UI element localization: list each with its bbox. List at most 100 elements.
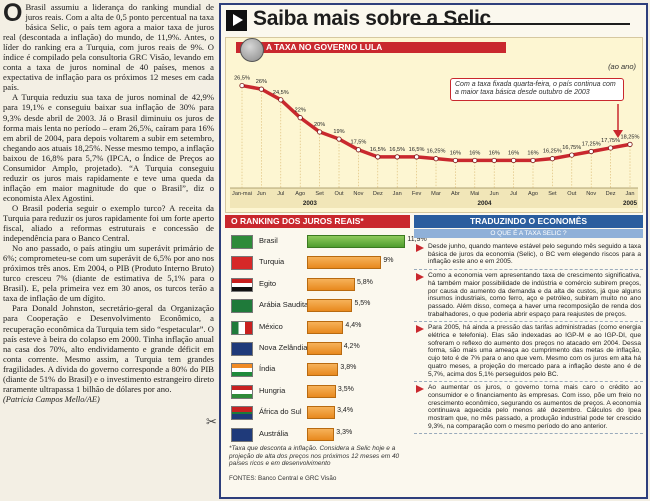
data-point	[355, 147, 361, 153]
data-point	[510, 157, 517, 164]
month-tick-label: Ago	[528, 191, 538, 197]
data-label: 16,25%	[543, 149, 562, 155]
traduzindo-item: Ao aumentar os juros, o governo torna ma…	[414, 382, 643, 435]
month-tick-label: Jul	[510, 191, 517, 197]
rate-value: 11,9%	[407, 236, 427, 243]
data-point	[258, 86, 265, 92]
chart-note: Com a taxa fixada quarta-feira, o país c…	[450, 78, 624, 101]
country-name: Índia	[259, 364, 276, 374]
data-point	[452, 157, 458, 164]
data-point	[297, 115, 303, 121]
chart-unit-label: (ao ano)	[608, 62, 636, 71]
ranking-row: Austrália 3,3%	[225, 425, 410, 446]
traduzindo-item: Para 2005, há ainda a pressão das tarifa…	[414, 322, 643, 383]
ranking-row: Hungria 3,5%	[225, 382, 410, 403]
data-point	[569, 152, 575, 158]
ranking-row: México 4,4%	[225, 318, 410, 339]
news-article: O Brasil assumiu a liderança do ranking m…	[3, 2, 214, 499]
year-label: 2003	[303, 200, 318, 207]
traduzindo-text: Como a economia vem apresentando taxa de…	[428, 272, 641, 318]
data-label: 16,5%	[370, 147, 386, 153]
month-tick-label: Ago	[295, 191, 305, 197]
infographic-title: Saiba mais sobre a Selic	[253, 7, 491, 30]
rate-value: 9%	[383, 257, 394, 265]
flag-icon	[231, 320, 253, 335]
rate-bar	[307, 320, 344, 334]
month-tick-label: Set	[315, 191, 324, 197]
data-label: 22%	[295, 108, 306, 114]
bar-track	[307, 320, 369, 334]
data-point	[472, 157, 478, 164]
data-label: 19%	[333, 129, 344, 135]
ranking-row: Egito 5,8%	[225, 275, 410, 296]
month-tick-label: Fev	[412, 191, 422, 197]
article-paragraph: No ano passado, o país atingiu um superá…	[3, 243, 214, 304]
flag-icon	[231, 384, 253, 399]
arrow-icon	[416, 244, 424, 252]
data-point	[627, 141, 633, 147]
rate-bar	[307, 363, 339, 377]
rate-bar	[307, 427, 335, 441]
play-icon	[226, 10, 247, 31]
ranking-row: Arábia Saudita 5,5%	[225, 296, 410, 317]
month-tick-label: Abr	[451, 191, 460, 197]
bar-track	[307, 406, 369, 420]
country-name: Brasil	[259, 236, 278, 245]
rate-value: 3,3%	[336, 428, 353, 436]
data-label: 16,75%	[562, 145, 581, 151]
ranking-row: Nova Zelândia 4,2%	[225, 339, 410, 360]
data-point	[433, 156, 439, 162]
data-label: 26%	[256, 79, 267, 85]
data-label: 16%	[469, 150, 480, 156]
data-label: 16%	[508, 150, 519, 156]
data-label: 16,5%	[409, 147, 425, 153]
rate-value: 3,5%	[337, 385, 354, 393]
data-label: 16%	[450, 150, 461, 156]
data-label: 16,25%	[427, 149, 446, 155]
bar-track	[307, 384, 369, 398]
rate-bar	[307, 299, 353, 313]
data-label: 17,5%	[350, 140, 366, 146]
month-tick-label: Nov	[586, 191, 596, 197]
month-tick-label: Nov	[353, 191, 363, 197]
rate-value: 5,8%	[356, 278, 373, 286]
ranking-row: Turquia 9%	[225, 253, 410, 274]
bar-track	[307, 299, 369, 313]
data-label: 16%	[527, 150, 538, 156]
data-point	[239, 82, 245, 89]
rate-bar	[307, 256, 382, 270]
country-name: Arábia Saudita	[259, 300, 309, 310]
note-arrow-head	[613, 130, 623, 138]
coin-icon	[240, 38, 264, 62]
traduzindo-title: TRADUZINDO O ECONOMÊS	[414, 215, 643, 228]
data-point	[549, 156, 555, 162]
traduzindo-item: Desde junho, quando manteve estável pelo…	[414, 241, 643, 271]
rate-value: 3,4%	[337, 407, 354, 415]
data-point	[375, 154, 381, 160]
month-tick-label: Out	[567, 191, 576, 197]
infographic: Saiba mais sobre a Selic 26,5% 26% 24,5% 22…	[219, 3, 648, 499]
month-tick-label: Dez	[373, 191, 383, 197]
traduzindo-item: Como a economia vem apresentando taxa de…	[414, 270, 643, 323]
data-point	[317, 129, 323, 135]
chart-canvas: 26,5%26%24,5%22%20%19%17,5%16,5% 16,5% 16,…	[230, 76, 640, 208]
traduzindo-text: Desde junho, quando manteve estável pelo…	[428, 243, 641, 266]
country-name: Austrália	[259, 428, 289, 438]
data-label: 16,5%	[389, 147, 405, 153]
month-tick-label: Jan	[393, 191, 402, 197]
flag-icon	[231, 299, 253, 314]
sources-note: FONTES: Banco Central e GRC Visão	[229, 475, 337, 482]
data-point	[394, 154, 400, 160]
bar-track	[307, 277, 369, 291]
data-label: 24,5%	[273, 90, 289, 96]
ranking-list: Brasil 11,9% Turquia 9% Egito 5,8% Arábia Saud…	[225, 232, 427, 446]
traduzindo-text: Ao aumentar os juros, o governo torna ma…	[428, 384, 641, 430]
traduzindo-subtitle: O QUE É A TAXA SELIC ?	[414, 229, 643, 238]
country-name: Egito	[259, 278, 277, 288]
arrow-icon	[416, 325, 424, 334]
title-rule	[416, 23, 630, 25]
month-tick-label: Set	[548, 191, 557, 197]
data-point	[588, 148, 594, 155]
data-point	[278, 97, 284, 103]
dropcap: O	[3, 2, 23, 27]
